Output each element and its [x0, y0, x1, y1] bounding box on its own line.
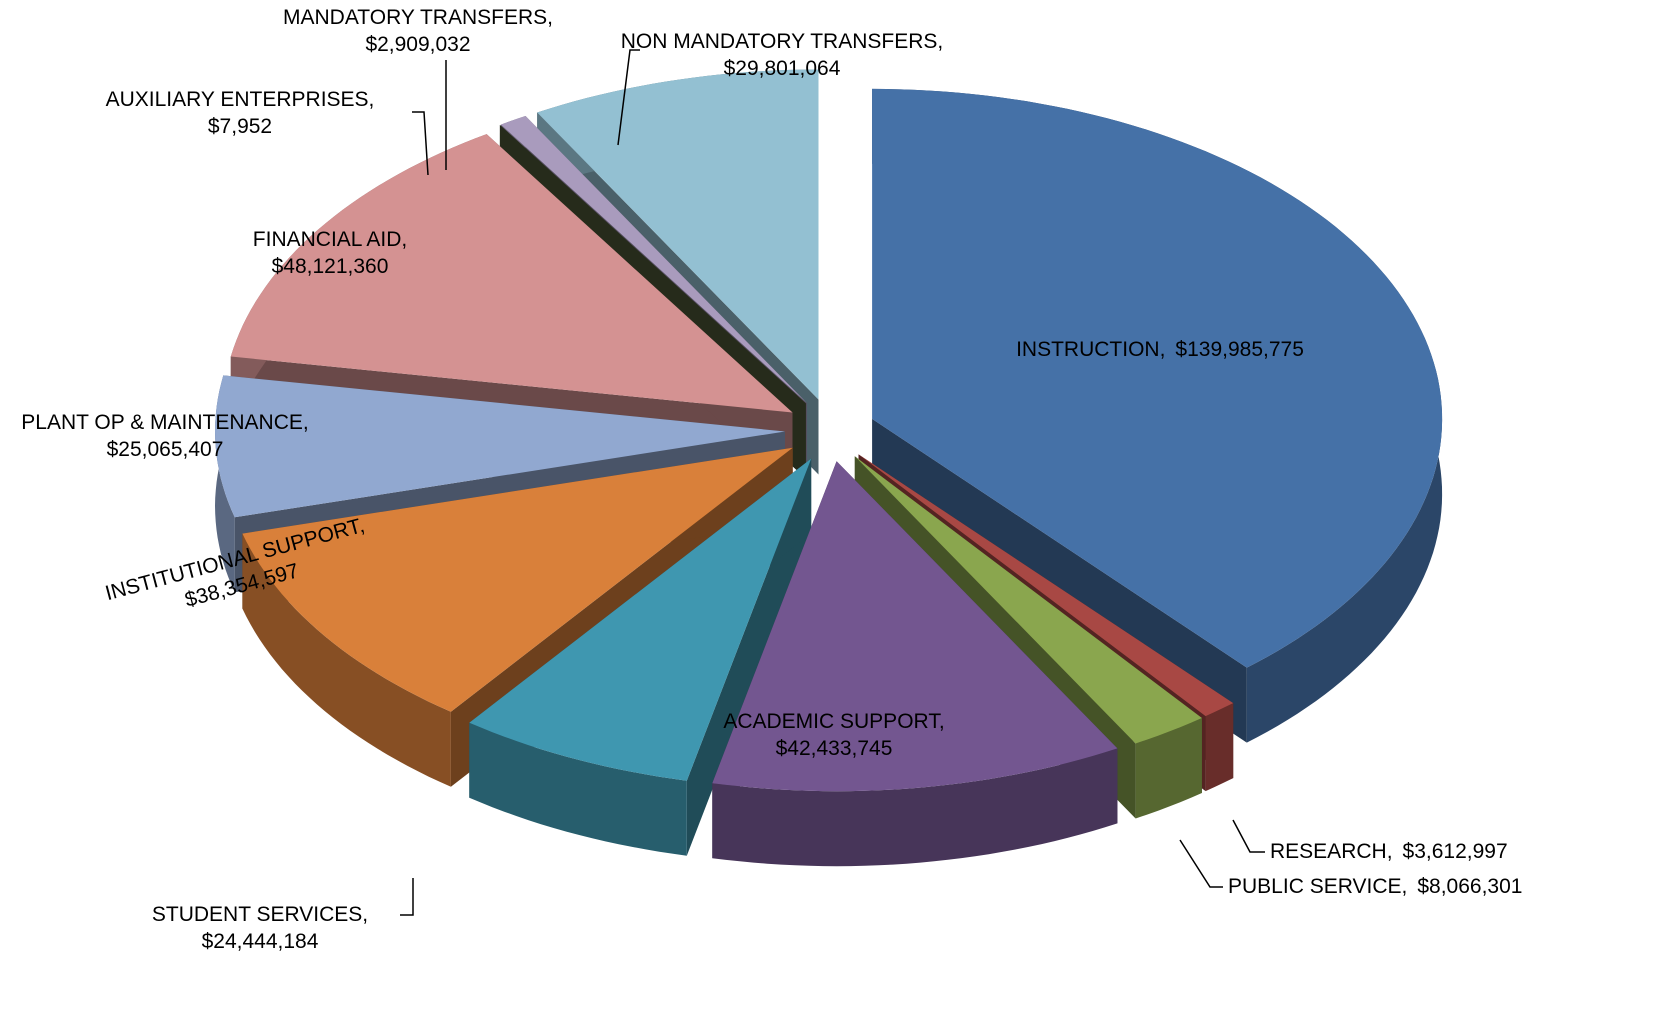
slice	[469, 458, 812, 781]
slice	[854, 456, 1202, 744]
value-label: $139,985,775	[1175, 338, 1303, 361]
slice	[500, 116, 807, 403]
data-label: MANDATORY TRANSFERS, $2,909,032	[283, 6, 553, 56]
value-label: $7,952	[208, 115, 272, 138]
slice-side	[1205, 703, 1234, 792]
data-label: STUDENT SERVICES, $24,444,184	[152, 903, 368, 953]
value-label: $48,121,360	[272, 255, 389, 278]
data-label: FINANCIAL AID, $48,121,360	[253, 228, 407, 278]
slice	[872, 88, 1443, 668]
value-label: $42,433,745	[776, 737, 893, 760]
leader-line	[412, 111, 429, 176]
data-label: INSTRUCTION, $139,985,775	[1016, 338, 1304, 361]
value-label: $24,444,184	[202, 930, 319, 953]
slice-side	[1135, 718, 1202, 819]
category-label: STUDENT SERVICES,	[152, 903, 368, 926]
data-label: AUXILIARY ENTERPRISES, $7,952	[106, 88, 375, 138]
category-label: RESEARCH,	[1270, 840, 1393, 863]
slice	[712, 461, 1118, 792]
category-label: INSTRUCTION,	[1016, 338, 1165, 361]
slice	[242, 447, 793, 712]
value-label: $2,909,032	[365, 33, 470, 56]
category-label: PLANT OP & MAINTENANCE,	[21, 411, 308, 434]
slice-side	[469, 722, 687, 856]
category-label: AUXILIARY ENTERPRISES,	[106, 88, 375, 111]
leader-line	[617, 49, 640, 146]
category-label: MANDATORY TRANSFERS,	[283, 6, 553, 29]
leader-lines	[400, 49, 1265, 916]
slice	[858, 454, 1234, 717]
leader-line	[1232, 819, 1265, 853]
value-label: $8,066,301	[1417, 875, 1522, 898]
category-label: PUBLIC SERVICE,	[1228, 875, 1407, 898]
data-label: ACADEMIC SUPPORT, $42,433,745	[723, 710, 944, 760]
data-label: RESEARCH, $3,612,997	[1270, 840, 1508, 863]
value-label: $25,065,407	[107, 438, 224, 461]
data-label: PLANT OP & MAINTENANCE, $25,065,407	[21, 411, 308, 461]
leader-line	[400, 878, 414, 916]
slice	[537, 69, 819, 400]
slice	[230, 134, 793, 413]
value-label: $3,612,997	[1403, 840, 1508, 863]
slice	[215, 375, 785, 518]
slice-side	[242, 533, 451, 787]
category-label: NON MANDATORY TRANSFERS,	[621, 30, 943, 53]
pie	[215, 69, 1443, 867]
value-label: $29,801,064	[724, 57, 841, 80]
slice-side	[712, 748, 1118, 867]
data-label: NON MANDATORY TRANSFERS, $29,801,064	[621, 30, 943, 80]
category-label: ACADEMIC SUPPORT,	[723, 710, 944, 733]
data-label: PUBLIC SERVICE, $8,066,301	[1228, 875, 1522, 898]
slice-side	[686, 458, 812, 856]
leader-line	[1179, 839, 1223, 888]
category-label: FINANCIAL AID,	[253, 228, 407, 251]
